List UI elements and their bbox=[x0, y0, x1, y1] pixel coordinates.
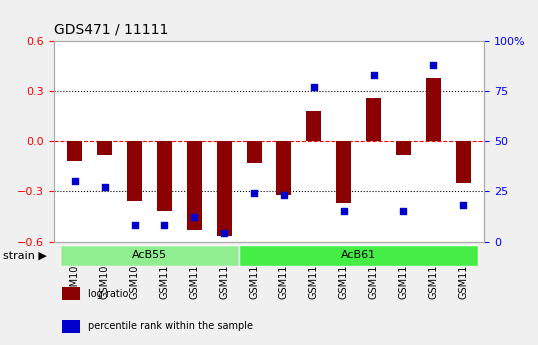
Point bbox=[100, 185, 109, 190]
Point bbox=[190, 215, 199, 220]
Bar bbox=[62, 287, 80, 300]
Bar bbox=[67, 141, 82, 161]
Bar bbox=[306, 111, 321, 141]
Point bbox=[309, 85, 318, 90]
Point bbox=[70, 179, 79, 184]
Text: log ratio: log ratio bbox=[88, 288, 129, 298]
Point bbox=[160, 223, 169, 228]
Bar bbox=[456, 141, 471, 183]
Point bbox=[459, 203, 468, 208]
Text: AcB61: AcB61 bbox=[341, 250, 376, 260]
Text: percentile rank within the sample: percentile rank within the sample bbox=[88, 321, 253, 331]
Bar bbox=[246, 141, 261, 163]
Bar bbox=[277, 141, 292, 195]
Text: strain ▶: strain ▶ bbox=[3, 250, 47, 260]
Point bbox=[220, 231, 229, 236]
Bar bbox=[426, 78, 441, 141]
FancyBboxPatch shape bbox=[60, 245, 239, 266]
Bar bbox=[62, 319, 80, 333]
Point bbox=[280, 193, 288, 198]
Bar bbox=[217, 141, 232, 237]
Bar bbox=[187, 141, 202, 230]
Point bbox=[429, 63, 438, 68]
Point bbox=[369, 73, 378, 78]
FancyBboxPatch shape bbox=[239, 245, 478, 266]
Text: AcB55: AcB55 bbox=[132, 250, 167, 260]
Point bbox=[130, 223, 139, 228]
Bar bbox=[336, 141, 351, 203]
Text: GDS471 / 11111: GDS471 / 11111 bbox=[54, 22, 168, 37]
Point bbox=[250, 191, 258, 196]
Bar bbox=[396, 141, 411, 155]
Bar bbox=[97, 141, 112, 155]
Bar bbox=[157, 141, 172, 211]
Point bbox=[399, 209, 408, 214]
Point bbox=[339, 209, 348, 214]
Bar bbox=[366, 98, 381, 141]
Bar bbox=[127, 141, 142, 201]
